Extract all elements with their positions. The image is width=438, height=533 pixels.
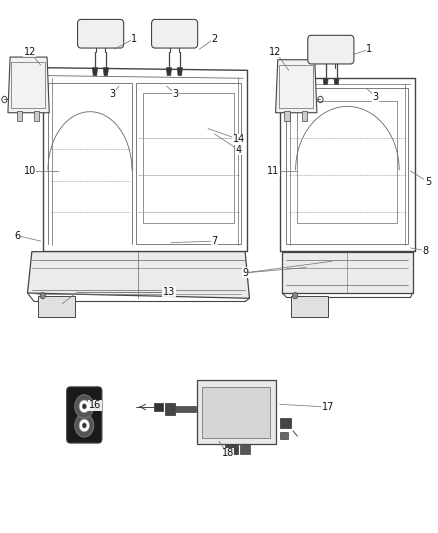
Bar — [225, 444, 238, 454]
Polygon shape — [282, 252, 413, 293]
Text: 3: 3 — [173, 89, 179, 99]
Text: 5: 5 — [425, 176, 431, 187]
Circle shape — [75, 414, 94, 437]
Text: 16: 16 — [89, 400, 101, 410]
FancyBboxPatch shape — [67, 387, 102, 443]
Text: 6: 6 — [15, 231, 21, 241]
Polygon shape — [28, 252, 250, 298]
Circle shape — [79, 419, 89, 432]
Text: 17: 17 — [321, 402, 334, 412]
Bar — [280, 418, 291, 428]
Text: 8: 8 — [423, 246, 429, 256]
Text: 11: 11 — [267, 166, 279, 176]
Circle shape — [293, 293, 298, 299]
Bar — [202, 387, 270, 438]
Polygon shape — [8, 57, 49, 113]
Bar — [284, 111, 290, 120]
Bar — [297, 101, 397, 223]
Bar — [17, 111, 22, 120]
Text: 1: 1 — [366, 44, 372, 54]
Text: 12: 12 — [24, 47, 36, 56]
Text: 3: 3 — [110, 89, 116, 99]
Bar — [240, 444, 250, 454]
Polygon shape — [166, 68, 172, 76]
Text: 2: 2 — [212, 34, 218, 44]
Circle shape — [82, 423, 86, 428]
Bar — [165, 403, 176, 415]
Polygon shape — [103, 68, 109, 76]
Text: 9: 9 — [242, 268, 248, 278]
Polygon shape — [276, 60, 317, 113]
Bar — [11, 62, 45, 109]
Bar — [280, 432, 288, 439]
Circle shape — [82, 403, 86, 409]
Polygon shape — [92, 68, 98, 76]
Bar — [154, 403, 163, 411]
FancyBboxPatch shape — [308, 35, 354, 64]
Text: 18: 18 — [222, 448, 234, 458]
Bar — [291, 296, 328, 317]
Polygon shape — [334, 78, 339, 85]
Bar — [143, 93, 234, 223]
Text: 4: 4 — [236, 145, 242, 155]
Polygon shape — [177, 68, 183, 76]
Bar — [176, 406, 196, 413]
Bar — [302, 111, 307, 120]
Text: 3: 3 — [373, 92, 379, 102]
Bar — [279, 65, 313, 109]
Text: 14: 14 — [233, 134, 245, 144]
Text: 1: 1 — [131, 34, 137, 44]
Bar — [34, 111, 39, 120]
Bar — [39, 296, 75, 317]
Text: 13: 13 — [163, 287, 175, 297]
Circle shape — [75, 395, 94, 418]
Bar — [136, 83, 241, 244]
Text: 7: 7 — [212, 236, 218, 246]
Bar — [286, 88, 408, 244]
Bar — [197, 381, 276, 444]
Circle shape — [79, 400, 89, 413]
FancyBboxPatch shape — [78, 19, 124, 48]
Polygon shape — [323, 78, 328, 85]
Text: 10: 10 — [24, 166, 36, 176]
FancyBboxPatch shape — [152, 19, 198, 48]
Circle shape — [40, 293, 46, 299]
Text: 12: 12 — [269, 47, 282, 56]
